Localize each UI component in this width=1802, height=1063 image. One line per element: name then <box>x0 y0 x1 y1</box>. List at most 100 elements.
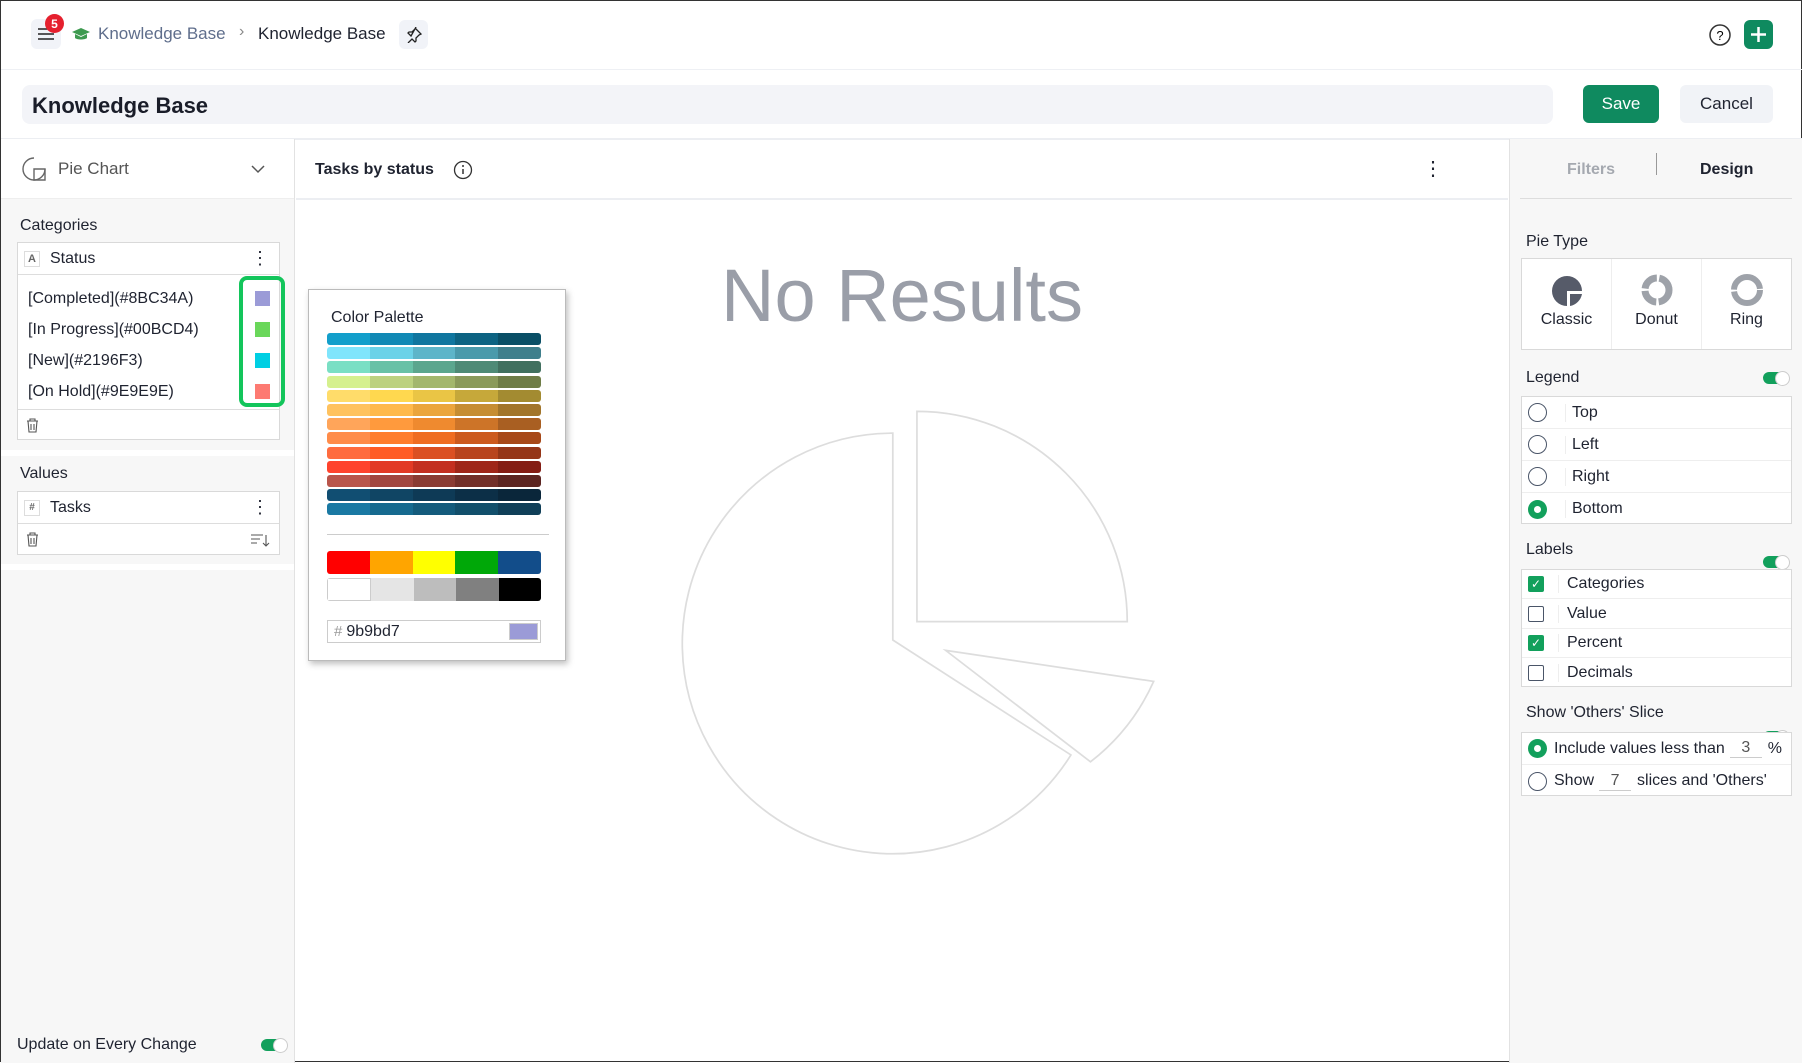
legend-option-right[interactable]: Right <box>1522 461 1791 493</box>
color-swatch[interactable] <box>371 578 414 601</box>
color-swatch[interactable] <box>327 375 370 388</box>
add-button[interactable] <box>1744 20 1773 49</box>
color-swatch[interactable] <box>369 375 413 388</box>
color-swatch[interactable] <box>455 432 499 445</box>
color-swatch[interactable] <box>412 489 456 502</box>
color-swatch[interactable] <box>369 475 413 487</box>
color-swatch[interactable] <box>369 489 413 502</box>
color-swatch[interactable] <box>327 347 370 360</box>
label-option-value[interactable]: Value <box>1522 600 1791 629</box>
label-option-categories[interactable]: ✓ Categories <box>1522 570 1791 599</box>
color-swatch[interactable] <box>456 578 499 601</box>
chart-type-select[interactable]: Pie Chart <box>1 139 294 199</box>
color-swatch[interactable] <box>255 353 270 368</box>
color-swatch[interactable] <box>327 418 370 431</box>
color-swatch[interactable] <box>369 389 413 402</box>
color-swatch[interactable] <box>255 322 270 337</box>
trash-icon[interactable] <box>26 532 39 547</box>
color-swatch[interactable] <box>498 361 541 374</box>
color-swatch[interactable] <box>455 389 499 402</box>
threshold-input[interactable]: 3 <box>1729 739 1762 758</box>
radio-button[interactable] <box>1528 739 1547 758</box>
color-swatch[interactable] <box>498 578 541 601</box>
legend-option-left[interactable]: Left <box>1522 429 1791 461</box>
category-item[interactable]: [New](#2196F3) <box>18 345 279 376</box>
color-swatch[interactable] <box>498 475 541 487</box>
checkbox[interactable] <box>1528 605 1544 622</box>
color-swatch[interactable] <box>498 551 541 574</box>
color-swatch[interactable] <box>413 578 457 601</box>
hex-color-input[interactable]: # 9b9bd7 <box>327 620 541 643</box>
color-swatch[interactable] <box>498 503 541 516</box>
category-item[interactable]: [On Hold](#9E9E9E) <box>18 376 279 407</box>
color-swatch[interactable] <box>327 489 370 502</box>
color-swatch[interactable] <box>412 361 456 374</box>
color-swatch[interactable] <box>412 347 456 360</box>
color-swatch[interactable] <box>498 489 541 502</box>
color-swatch[interactable] <box>498 389 541 402</box>
color-swatch[interactable] <box>255 291 270 306</box>
color-swatch[interactable] <box>327 446 370 459</box>
color-swatch[interactable] <box>455 418 499 431</box>
color-swatch[interactable] <box>498 418 541 431</box>
color-swatch[interactable] <box>498 347 541 360</box>
kebab-menu-icon[interactable]: ⋮ <box>251 497 269 517</box>
others-option-slices[interactable]: Show 7 slices and 'Others' <box>1522 765 1791 797</box>
legend-toggle[interactable] <box>1763 371 1790 386</box>
color-swatch[interactable] <box>412 551 456 574</box>
color-swatch[interactable] <box>455 333 499 345</box>
label-option-percent[interactable]: ✓ Percent <box>1522 629 1791 658</box>
category-item[interactable]: [In Progress](#00BCD4) <box>18 314 279 345</box>
others-option-threshold[interactable]: Include values less than 3 % <box>1522 733 1791 765</box>
color-swatch[interactable] <box>455 375 499 388</box>
radio-button[interactable] <box>1528 771 1547 791</box>
color-swatch[interactable] <box>369 347 413 360</box>
color-swatch[interactable] <box>455 347 499 360</box>
color-swatch[interactable] <box>498 446 541 459</box>
pie-type-ring[interactable]: Ring <box>1702 259 1791 349</box>
color-swatch[interactable] <box>412 503 456 516</box>
color-swatch[interactable] <box>412 418 456 431</box>
color-swatch[interactable] <box>369 446 413 459</box>
color-swatch[interactable] <box>327 389 370 402</box>
color-swatch[interactable] <box>455 404 499 416</box>
color-swatch[interactable] <box>327 503 370 516</box>
color-swatch[interactable] <box>327 404 370 416</box>
pin-button[interactable] <box>399 20 428 49</box>
color-swatch[interactable] <box>455 475 499 487</box>
color-swatch[interactable] <box>369 333 413 345</box>
color-swatch[interactable] <box>369 432 413 445</box>
cancel-button[interactable]: Cancel <box>1680 85 1773 123</box>
checkbox[interactable] <box>1528 665 1544 681</box>
update-on-change-toggle[interactable] <box>261 1038 288 1053</box>
info-icon[interactable] <box>453 160 473 180</box>
labels-toggle[interactable] <box>1763 555 1790 570</box>
color-swatch[interactable] <box>369 551 413 574</box>
tab-design[interactable]: Design <box>1700 161 1754 178</box>
pie-type-classic[interactable]: Classic <box>1522 259 1612 349</box>
legend-option-top[interactable]: Top <box>1522 397 1791 429</box>
color-swatch[interactable] <box>369 404 413 416</box>
color-swatch[interactable] <box>327 578 372 601</box>
color-swatch[interactable] <box>455 551 499 574</box>
slices-count-input[interactable]: 7 <box>1599 772 1632 791</box>
color-swatch[interactable] <box>369 361 413 374</box>
color-swatch[interactable] <box>327 333 370 345</box>
color-swatch[interactable] <box>369 503 413 516</box>
radio-button[interactable] <box>1528 467 1547 486</box>
color-swatch[interactable] <box>412 475 456 487</box>
color-swatch[interactable] <box>455 446 499 459</box>
label-option-decimals[interactable]: Decimals <box>1522 659 1791 688</box>
color-swatch[interactable] <box>498 333 541 345</box>
radio-button[interactable] <box>1528 403 1547 422</box>
checkbox[interactable]: ✓ <box>1528 576 1544 592</box>
color-swatch[interactable] <box>369 418 413 431</box>
color-swatch[interactable] <box>455 489 499 502</box>
color-swatch[interactable] <box>498 375 541 388</box>
color-swatch[interactable] <box>412 460 456 473</box>
chart-menu-icon[interactable]: ⋮ <box>1423 158 1443 180</box>
value-field-row[interactable]: # Tasks ⋮ <box>18 492 279 524</box>
trash-icon[interactable] <box>26 417 39 433</box>
category-item[interactable]: [Completed](#8BC34A) <box>18 283 279 314</box>
color-swatch[interactable] <box>455 361 499 374</box>
